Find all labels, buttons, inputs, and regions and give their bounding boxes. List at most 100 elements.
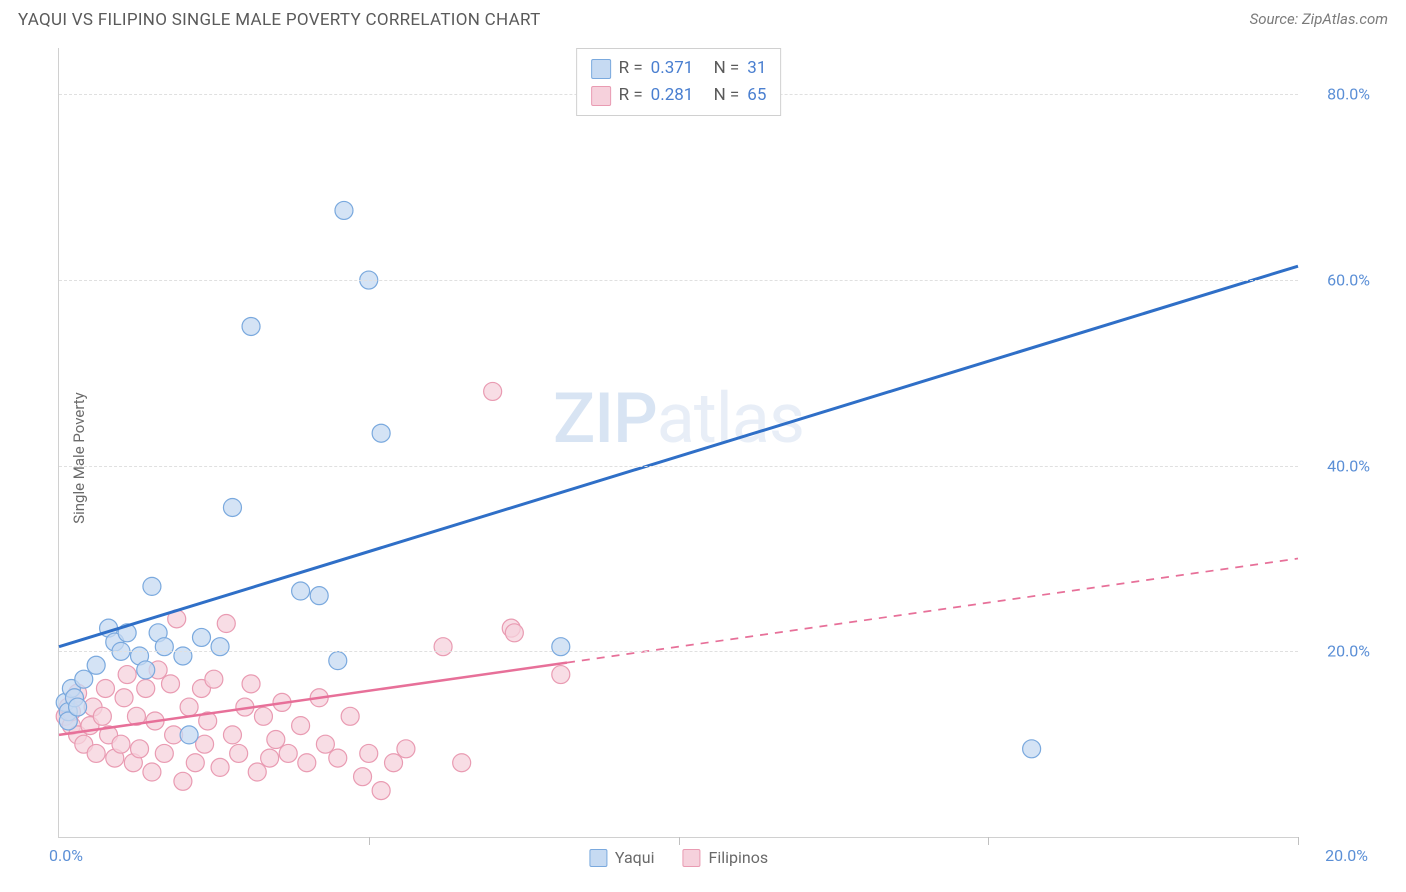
legend-row-yaqui: R = 0.371 N = 31: [591, 55, 767, 82]
swatch-filipinos: [682, 849, 700, 867]
legend-item-yaqui: Yaqui: [589, 848, 655, 867]
scatter-point-filipinos: [316, 735, 334, 753]
source-prefix: Source:: [1250, 10, 1302, 28]
scatter-point-filipinos: [211, 758, 229, 776]
swatch-yaqui: [591, 59, 611, 79]
scatter-point-filipinos: [180, 698, 198, 716]
scatter-point-filipinos: [434, 638, 452, 656]
scatter-point-yaqui: [192, 628, 210, 646]
scatter-point-filipinos: [205, 670, 223, 688]
x-tick: [679, 837, 680, 845]
scatter-point-filipinos: [186, 754, 204, 772]
scatter-point-filipinos: [292, 717, 310, 735]
scatter-point-filipinos: [453, 754, 471, 772]
source-label: Source: ZipAtlas.com: [1250, 10, 1388, 28]
scatter-point-filipinos: [112, 735, 130, 753]
scatter-point-filipinos: [137, 679, 155, 697]
scatter-point-yaqui: [75, 670, 93, 688]
plot-svg: [59, 48, 1298, 837]
plot-region: ZIPatlas R = 0.371 N = 31 R = 0.281 N = …: [58, 48, 1298, 838]
scatter-point-filipinos: [360, 744, 378, 762]
scatter-point-filipinos: [93, 707, 111, 725]
scatter-point-filipinos: [87, 744, 105, 762]
scatter-point-yaqui: [310, 587, 328, 605]
scatter-point-yaqui: [87, 656, 105, 674]
scatter-point-filipinos: [223, 726, 241, 744]
x-tick: [1298, 837, 1299, 845]
swatch-filipinos: [591, 86, 611, 106]
scatter-point-filipinos: [155, 744, 173, 762]
scatter-point-filipinos: [118, 666, 136, 684]
scatter-point-filipinos: [248, 763, 266, 781]
scatter-point-filipinos: [279, 744, 297, 762]
y-tick-label: 20.0%: [1327, 642, 1370, 661]
r-value-yaqui: 0.371: [651, 55, 694, 82]
scatter-point-yaqui: [69, 698, 87, 716]
scatter-point-filipinos: [143, 763, 161, 781]
scatter-point-yaqui: [143, 577, 161, 595]
legend-label-filipinos: Filipinos: [708, 848, 768, 867]
scatter-point-filipinos: [329, 749, 347, 767]
scatter-point-yaqui: [372, 424, 390, 442]
scatter-point-yaqui: [137, 661, 155, 679]
scatter-point-filipinos: [385, 754, 403, 772]
legend-row-filipinos: R = 0.281 N = 65: [591, 82, 767, 109]
scatter-point-filipinos: [96, 679, 114, 697]
scatter-point-filipinos: [217, 615, 235, 633]
scatter-point-yaqui: [180, 726, 198, 744]
n-label: N =: [714, 82, 740, 109]
r-label: R =: [619, 82, 643, 109]
scatter-point-yaqui: [335, 201, 353, 219]
scatter-point-filipinos: [397, 740, 415, 758]
scatter-point-yaqui: [223, 498, 241, 516]
x-tick: [369, 837, 370, 845]
scatter-point-filipinos: [196, 735, 214, 753]
swatch-yaqui: [589, 849, 607, 867]
y-tick-label: 60.0%: [1327, 271, 1370, 290]
scatter-point-filipinos: [298, 754, 316, 772]
legend-label-yaqui: Yaqui: [615, 848, 655, 867]
y-tick-label: 80.0%: [1327, 85, 1370, 104]
scatter-point-filipinos: [230, 744, 248, 762]
scatter-point-yaqui: [329, 652, 347, 670]
source-name: ZipAtlas.com: [1302, 10, 1388, 28]
x-tick: [988, 837, 989, 845]
scatter-point-filipinos: [261, 749, 279, 767]
scatter-point-filipinos: [254, 707, 272, 725]
chart-header: YAQUI VS FILIPINO SINGLE MALE POVERTY CO…: [0, 0, 1406, 38]
scatter-point-yaqui: [552, 638, 570, 656]
scatter-point-yaqui: [1023, 740, 1041, 758]
chart-area: Single Male Poverty ZIPatlas R = 0.371 N…: [18, 38, 1388, 878]
y-tick-label: 40.0%: [1327, 456, 1370, 475]
legend-item-filipinos: Filipinos: [682, 848, 768, 867]
scatter-point-filipinos: [341, 707, 359, 725]
r-label: R =: [619, 55, 643, 82]
legend-series: Yaqui Filipinos: [589, 848, 768, 867]
scatter-point-yaqui: [174, 647, 192, 665]
scatter-point-filipinos: [484, 382, 502, 400]
x-axis-min-label: 0.0%: [49, 846, 83, 865]
scatter-point-filipinos: [115, 689, 133, 707]
scatter-point-yaqui: [211, 638, 229, 656]
scatter-point-filipinos: [267, 731, 285, 749]
scatter-point-filipinos: [131, 740, 149, 758]
chart-title: YAQUI VS FILIPINO SINGLE MALE POVERTY CO…: [18, 10, 541, 30]
scatter-point-filipinos: [174, 772, 192, 790]
scatter-point-filipinos: [552, 666, 570, 684]
scatter-point-filipinos: [354, 768, 372, 786]
scatter-point-yaqui: [155, 638, 173, 656]
scatter-point-filipinos: [162, 675, 180, 693]
scatter-point-filipinos: [242, 675, 260, 693]
gridline: [59, 651, 1298, 652]
scatter-point-filipinos: [505, 624, 523, 642]
gridline: [59, 280, 1298, 281]
n-value-yaqui: 31: [747, 55, 766, 82]
gridline: [59, 466, 1298, 467]
scatter-point-filipinos: [372, 782, 390, 800]
n-label: N =: [714, 55, 740, 82]
trend-line-filipinos-extrapolated: [567, 559, 1298, 663]
legend-stats: R = 0.371 N = 31 R = 0.281 N = 65: [576, 48, 782, 116]
scatter-point-yaqui: [242, 317, 260, 335]
scatter-point-yaqui: [292, 582, 310, 600]
n-value-filipinos: 65: [747, 82, 766, 109]
